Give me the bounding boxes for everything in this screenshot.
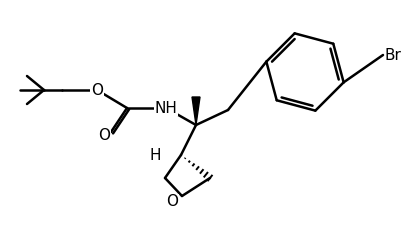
Text: NH: NH (154, 100, 177, 115)
Text: O: O (98, 128, 110, 144)
Text: O: O (91, 83, 103, 98)
Text: Br: Br (384, 48, 401, 62)
Polygon shape (192, 97, 199, 125)
Text: O: O (166, 195, 178, 209)
Text: H: H (149, 147, 160, 162)
